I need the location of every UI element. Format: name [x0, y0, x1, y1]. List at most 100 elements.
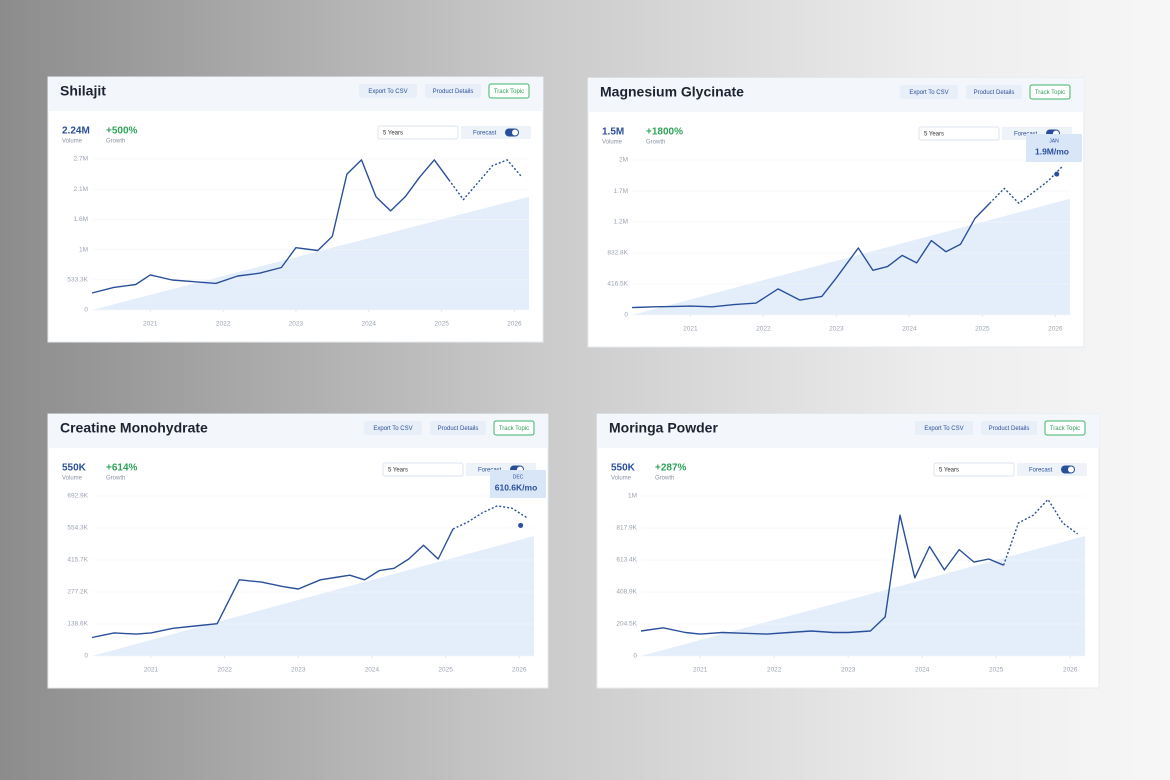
forecast-label: Forecast — [473, 131, 497, 137]
y-tick-label: 416.5K — [607, 281, 628, 288]
x-tick-label: 2021 — [683, 326, 698, 333]
x-tick-label: 2022 — [216, 321, 231, 328]
x-tick-label: 2026 — [507, 321, 522, 328]
volume-value: 1.5M — [602, 127, 624, 138]
forecast-label: Forecast — [1029, 468, 1053, 474]
header-button-label: Export To CSV — [909, 90, 948, 96]
x-tick-label: 2023 — [291, 667, 306, 674]
x-tick-label: 2026 — [1063, 667, 1078, 674]
header-button-label: Export To CSV — [368, 89, 407, 95]
y-tick-label: 2.7M — [74, 156, 88, 163]
y-tick-label: 692.9K — [67, 493, 88, 500]
volume-line — [91, 528, 454, 639]
tooltip-point — [1054, 171, 1060, 177]
volume-value: 550K — [611, 463, 636, 474]
y-tick-label: 2.1M — [74, 186, 88, 193]
header-button-label: Track Topic — [499, 426, 529, 432]
y-tick-label: 0 — [84, 653, 88, 660]
range-dropdown[interactable] — [382, 462, 464, 477]
header-button[interactable] — [493, 420, 535, 436]
x-tick-label: 2023 — [289, 321, 304, 328]
y-tick-label: 0 — [633, 653, 637, 660]
tooltip-point — [518, 522, 524, 528]
header-button[interactable] — [966, 85, 1022, 99]
range-dropdown[interactable] — [918, 126, 1000, 141]
range-dropdown[interactable] — [377, 125, 459, 140]
volume-line — [91, 159, 450, 294]
header-button-label: Track Topic — [1050, 426, 1080, 432]
header-button[interactable] — [1044, 420, 1086, 436]
header-button-label: Export To CSV — [924, 426, 963, 432]
trend-card: Shilajit Export To CSV Product Details Trac… — [47, 76, 544, 343]
growth-label: Growth — [106, 139, 125, 145]
header-button[interactable] — [488, 83, 530, 99]
x-tick-label: 2021 — [144, 667, 159, 674]
tooltip-month: JAN — [1049, 138, 1059, 144]
header-button[interactable] — [425, 84, 481, 98]
y-tick-label: 1.7M — [614, 188, 628, 195]
volume-label: Volume — [62, 476, 83, 482]
forecast-line — [989, 165, 1064, 204]
header-button[interactable] — [364, 421, 422, 435]
x-tick-label: 2021 — [143, 321, 158, 328]
y-tick-label: 613.4K — [616, 557, 637, 564]
growth-label: Growth — [106, 476, 125, 482]
header-button[interactable] — [1029, 84, 1071, 100]
header-button[interactable] — [359, 84, 417, 98]
growth-value: +287% — [655, 463, 687, 474]
header-button[interactable] — [900, 85, 958, 99]
range-dropdown-label: 5 Years — [388, 468, 408, 474]
range-dropdown-label: 5 Years — [383, 131, 403, 137]
y-tick-label: 1M — [79, 246, 88, 253]
trend-card: Magnesium Glycinate Export To CSV Product … — [587, 77, 1085, 348]
y-tick-label: 1.6M — [74, 216, 88, 223]
y-tick-label: 0 — [624, 312, 628, 319]
growth-label: Growth — [646, 140, 665, 146]
tooltip-month: DEC — [513, 474, 524, 480]
range-dropdown[interactable] — [933, 462, 1015, 477]
volume-value: 550K — [62, 463, 87, 474]
y-tick-label: 0 — [84, 307, 88, 314]
y-tick-label: 1.2M — [614, 219, 628, 226]
x-tick-label: 2023 — [841, 667, 856, 674]
x-tick-label: 2022 — [217, 667, 232, 674]
y-tick-label: 817.9K — [616, 525, 637, 532]
forecast-line — [1002, 498, 1079, 566]
y-tick-label: 204.5K — [616, 621, 637, 628]
x-tick-label: 2025 — [438, 667, 453, 674]
y-tick-label: 408.9K — [616, 589, 637, 596]
forecast-line — [448, 159, 523, 201]
x-tick-label: 2024 — [915, 667, 930, 674]
y-tick-label: 533.3K — [67, 277, 88, 284]
y-tick-label: 138.6K — [67, 621, 88, 628]
x-tick-label: 2022 — [756, 326, 771, 333]
header-button[interactable] — [915, 421, 973, 435]
trend-card: Creatine Monohydrate Export To CSV Product… — [47, 413, 549, 689]
forecast-line — [452, 505, 527, 530]
x-tick-label: 2025 — [989, 667, 1004, 674]
header-button[interactable] — [430, 421, 486, 435]
header-button-label: Product Details — [438, 426, 479, 432]
trend-card: Moringa Powder Export To CSV Product Detai… — [596, 413, 1100, 689]
growth-value: +500% — [106, 126, 138, 137]
volume-line — [631, 202, 991, 309]
header-button[interactable] — [981, 421, 1037, 435]
forecast-label: Forecast — [478, 468, 502, 474]
header-button-label: Product Details — [433, 89, 474, 95]
y-tick-label: 1M — [628, 493, 637, 500]
growth-value: +1800% — [646, 127, 683, 138]
forecast-label: Forecast — [1014, 132, 1038, 138]
range-dropdown-label: 5 Years — [939, 468, 959, 474]
x-tick-label: 2026 — [1048, 326, 1063, 333]
volume-label: Volume — [611, 476, 632, 482]
card-title: Shilajit — [60, 83, 106, 99]
header-button-label: Export To CSV — [373, 426, 412, 432]
header-button-label: Product Details — [974, 90, 1015, 96]
header-button-label: Track Topic — [1035, 90, 1065, 96]
x-tick-label: 2023 — [829, 326, 844, 333]
x-tick-label: 2024 — [365, 667, 380, 674]
x-tick-label: 2026 — [512, 667, 527, 674]
card-title: Moringa Powder — [609, 420, 718, 436]
card-title: Creatine Monohydrate — [60, 420, 208, 436]
